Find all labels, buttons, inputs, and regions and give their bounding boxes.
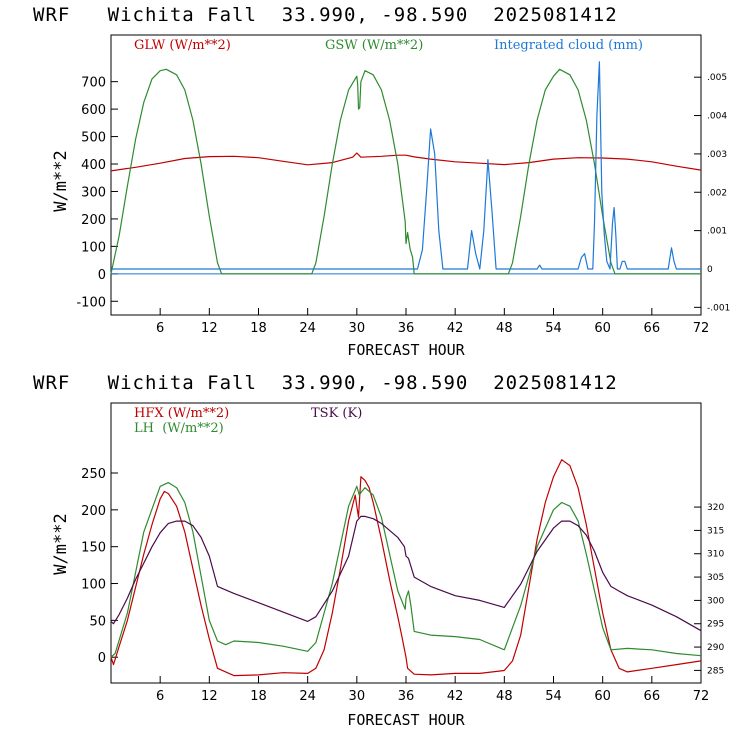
panel2-series-hfx-line [110,459,702,677]
panel1-x-axis-label: FORECAST HOUR [347,341,465,359]
panel1-series-glw-line [110,152,702,172]
panel1-y2-tick-label: -.001 [707,303,730,313]
panel2-x-tick-label: 12 [201,689,218,704]
panel1-x-tick-label: 72 [693,321,710,336]
panel1-legend-glw: GLW (W/m**2) [134,38,231,53]
panel1-plot-frame [110,34,702,316]
panel1-legend-gsw: GSW (W/m**2) [325,38,423,53]
panel2-y-tick-label: 250 [81,467,106,482]
panel1-y-tick-label: 600 [81,103,106,118]
panel2-y-axis-label: W/m**2 [51,513,71,574]
panel2-y2-tick-label: 305 [707,573,724,583]
panel1-y2-tick-label: .001 [707,227,727,237]
panel2-title: WRF Wichita Fall 33.990, -98.590 2025081… [33,372,618,394]
panel2-y2-tick-label: 295 [707,620,724,630]
panel2-x-tick-label: 30 [349,689,366,704]
panel2-legend-tsk: TSK (K) [311,406,362,421]
panel1-y-tick-label: 500 [81,131,106,146]
panel1-y-tick-label: 200 [81,213,106,228]
panel1-y-tick-label: 400 [81,158,106,173]
panel1-y2-tick-label: 0 [707,265,713,275]
panel1-x-tick-label: 60 [594,321,611,336]
panel2-y2-tick-label: 310 [707,550,724,560]
panel2-y-tick-label: 50 [89,614,106,629]
panel1-x-tick-label: 36 [398,321,415,336]
panel2-plot-frame [110,402,702,684]
panel2-series-lh-line [110,482,702,658]
panel2-x-tick-label: 18 [250,689,267,704]
panel2-y2-tick-label: 300 [707,596,724,606]
panel2-y-tick-label: 0 [98,651,106,666]
panel2-series-tsk-line [110,515,702,632]
panel1-x-tick-label: 42 [447,321,464,336]
panel1-legend-cloud: Integrated cloud (mm) [494,38,643,53]
panel1-x-tick-label: 30 [349,321,366,336]
panel2-x-tick-label: 72 [693,689,710,704]
panel1-title: WRF Wichita Fall 33.990, -98.590 2025081… [33,4,618,26]
panel2-x-tick-label: 42 [447,689,464,704]
panel1-x-tick-label: 48 [496,321,513,336]
panel1-x-tick-label: 66 [644,321,661,336]
panel1-y2-tick-label: .002 [707,188,727,198]
panel2-legend-lh: LH (W/m**2) [134,421,224,436]
panel1-y2-tick-label: .004 [707,112,727,122]
panel1-y2-tick-label: .003 [707,150,727,160]
panel2-x-axis-label: FORECAST HOUR [347,711,465,729]
panel2-y2-tick-label: 290 [707,643,724,653]
panel1-y-tick-label: 300 [81,185,106,200]
panel2-x-tick-label: 54 [545,689,562,704]
panel2-x-tick-label: 60 [594,689,611,704]
panel1-x-tick-label: 24 [299,321,316,336]
panel1-series-gsw-line [110,68,701,275]
panel2-legend-hfx: HFX (W/m**2) [134,406,229,421]
panel1-y-tick-label: 0 [98,268,106,283]
panel2-x-tick-label: 36 [398,689,415,704]
panel1-x-tick-label: 12 [201,321,218,336]
panel2-y-tick-label: 200 [81,504,106,519]
panel2-x-tick-label: 66 [644,689,661,704]
panel2-y2-tick-label: 315 [707,526,724,536]
panel1-x-tick-label: 54 [545,321,562,336]
panel1-x-tick-label: 18 [250,321,267,336]
panel1-y2-tick-label: .005 [707,73,727,83]
panel1-series-integrated-line [111,61,701,270]
panel1-y-tick-label: -100 [76,295,106,310]
panel1-y-tick-label: 100 [81,240,106,255]
panel1-x-tick-label: 6 [156,321,164,336]
panel2-y-tick-label: 150 [81,541,106,556]
panel2-y2-tick-label: 320 [707,503,724,513]
panel2-x-tick-label: 6 [156,689,164,704]
panel2-y-tick-label: 100 [81,578,106,593]
panel1-y-axis-label: W/m**2 [51,150,71,211]
panel2-x-tick-label: 24 [299,689,316,704]
panel2-x-tick-label: 48 [496,689,513,704]
panel2-y2-tick-label: 285 [707,666,724,676]
panel1-y-tick-label: 700 [81,76,106,91]
